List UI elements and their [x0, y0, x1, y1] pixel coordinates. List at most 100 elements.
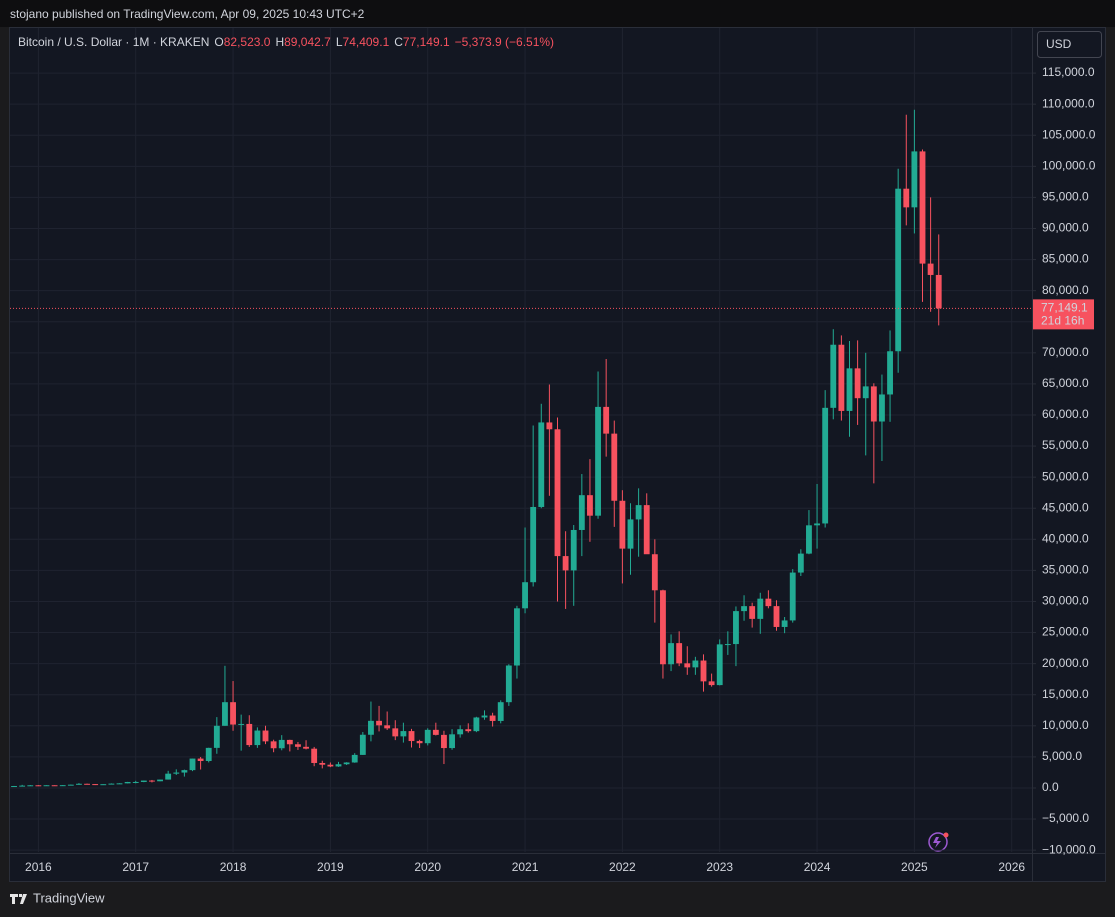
candle-body	[879, 394, 885, 422]
candle-body	[692, 660, 699, 668]
y-tick-label: 15,000.0	[1042, 687, 1089, 701]
candle-body	[92, 784, 99, 786]
candle-body	[708, 681, 715, 686]
candle-body	[935, 274, 942, 309]
legend-key: H	[275, 35, 285, 49]
candle-body	[733, 611, 739, 645]
x-tick-label: 2016	[25, 860, 52, 874]
x-tick-label: 2020	[414, 860, 441, 874]
candle-body	[270, 741, 277, 749]
candle-body	[238, 723, 245, 725]
candle-body	[335, 764, 342, 767]
currency-box[interactable]	[1037, 31, 1102, 58]
legend-value: 77,149.1	[402, 35, 450, 49]
candle-body	[530, 506, 537, 583]
candle-body	[822, 407, 829, 524]
x-tick-label: 2025	[901, 860, 928, 874]
candle-body	[59, 785, 66, 787]
candle-body	[870, 386, 877, 422]
candle-body	[189, 758, 196, 771]
candle-body	[627, 519, 634, 549]
y-tick-label: 10,000.0	[1042, 718, 1089, 732]
y-tick-label: 20,000.0	[1042, 656, 1089, 670]
candle-body	[862, 386, 869, 399]
candle-body	[505, 665, 512, 703]
candle-body	[27, 785, 34, 787]
candle-body	[376, 720, 382, 726]
candle-body	[676, 643, 683, 664]
candle-body	[684, 663, 691, 668]
candle-body	[749, 606, 756, 619]
currency[interactable]: USD	[1046, 37, 1072, 51]
candle-body	[814, 523, 820, 526]
top-bar	[0, 0, 1115, 27]
y-tick-label: 35,000.0	[1042, 563, 1089, 577]
candle-body	[854, 368, 861, 399]
candle-body	[108, 783, 115, 785]
y-tick-label: −10,000.0	[1042, 842, 1096, 856]
candle-body	[562, 556, 569, 571]
x-tick-label: 2018	[220, 860, 247, 874]
candle-body	[611, 433, 618, 501]
legend-key: C	[394, 35, 403, 49]
candle-body	[578, 495, 585, 530]
x-tick-label: 2022	[609, 860, 636, 874]
candle-body	[538, 422, 545, 507]
y-tick-label: 50,000.0	[1042, 469, 1089, 483]
legend: Bitcoin / U.S. Dollar · 1M · KRAKEN O82,5…	[18, 35, 554, 49]
candle-body	[806, 525, 812, 554]
candle-body	[424, 729, 431, 744]
candle-body	[797, 553, 804, 573]
candle-body	[132, 781, 139, 783]
candle-body	[587, 495, 593, 516]
candle-body	[116, 783, 123, 785]
candle-body	[43, 785, 50, 787]
y-tick-label: 105,000.0	[1042, 127, 1096, 141]
candle-body	[173, 772, 180, 774]
legend-value: −5,373.9 (−6.51%)	[454, 35, 555, 49]
y-tick-label: 65,000.0	[1042, 376, 1089, 390]
candle-body	[295, 744, 301, 747]
candle-body	[319, 762, 326, 765]
candle-body	[919, 151, 926, 264]
candle-body	[481, 715, 488, 718]
candle-body	[205, 747, 212, 761]
candle-body	[327, 764, 334, 767]
candle-body	[895, 188, 902, 352]
candle-body	[887, 351, 893, 395]
candle-body	[546, 422, 553, 430]
candle-body	[432, 729, 439, 735]
legend-key: L	[335, 35, 343, 49]
candle-body	[84, 783, 90, 785]
candle-body	[359, 734, 366, 755]
x-tick-label: 2026	[998, 860, 1025, 874]
candle-body	[100, 784, 107, 786]
last-price-label: 77,149.1	[1041, 301, 1088, 315]
candle-body	[757, 598, 764, 619]
candle-body	[149, 780, 155, 782]
x-tick-label: 2019	[317, 860, 344, 874]
y-tick-label: −5,000.0	[1042, 811, 1089, 825]
y-tick-label: 40,000.0	[1042, 531, 1089, 545]
y-tick-label: 0.0	[1042, 780, 1059, 794]
candle-body	[716, 644, 723, 686]
candle-body	[408, 731, 415, 742]
candle-body	[303, 746, 309, 749]
candle-body	[222, 702, 228, 726]
x-tick-label: 2017	[122, 860, 149, 874]
y-tick-label: 85,000.0	[1042, 252, 1089, 266]
candle-body	[165, 773, 172, 780]
candle-body	[230, 702, 236, 725]
y-tick-label: 95,000.0	[1042, 190, 1089, 204]
candle-body	[765, 598, 772, 607]
candle-body	[911, 151, 918, 208]
legend-value: 74,409.1	[342, 35, 390, 49]
candle-body	[514, 608, 520, 666]
candle-body	[903, 188, 910, 208]
candle-body	[838, 344, 845, 411]
candle-body	[140, 780, 147, 782]
candle-body	[846, 368, 853, 411]
candle-body	[789, 572, 796, 621]
candle-body	[635, 505, 642, 520]
candle-body	[35, 785, 42, 787]
